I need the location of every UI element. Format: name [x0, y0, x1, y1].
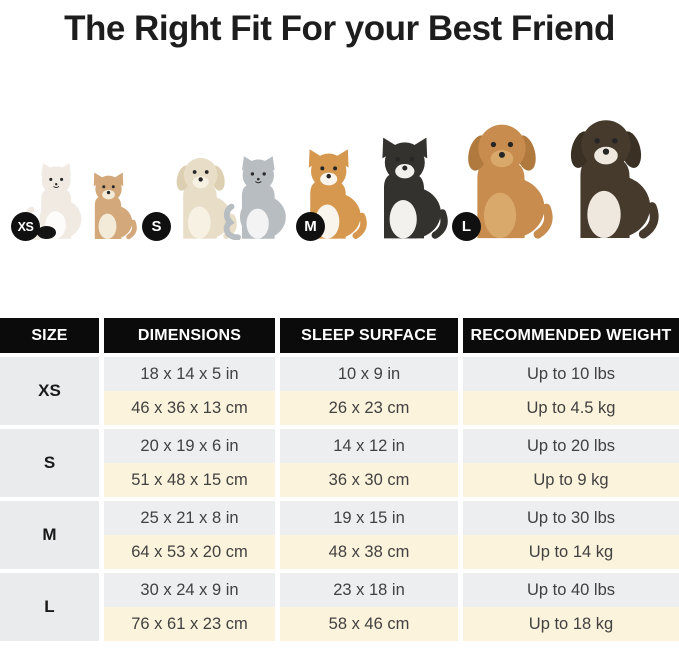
size-cell-xs: XS — [0, 357, 99, 425]
m-sleep-in: 19 x 15 in — [280, 501, 458, 535]
pets-illustration: XS S M L — [0, 50, 679, 242]
xs-dimensions-cm: 46 x 36 x 13 cm — [104, 391, 275, 425]
s-sleep-in: 14 x 12 in — [280, 429, 458, 463]
header-recommended-weight: RECOMMENDED WEIGHT — [463, 318, 679, 353]
l-sleep-in: 23 x 18 in — [280, 573, 458, 607]
chihuahua-icon — [93, 172, 135, 239]
table-group-xs: XS 18 x 14 x 5 in 10 x 9 in Up to 10 lbs… — [0, 357, 679, 425]
pet-bed-size-chart-page: { "chart_data": { "type": "table", "titl… — [0, 8, 679, 653]
s-dimensions-cm: 51 x 48 x 15 cm — [104, 463, 275, 497]
size-badge-xs: XS — [11, 212, 40, 241]
l-dimensions-in: 30 x 24 x 9 in — [104, 573, 275, 607]
table-group-l: L 30 x 24 x 9 in 23 x 18 in Up to 40 lbs… — [0, 573, 679, 641]
header-size: SIZE — [0, 318, 99, 353]
l-dimensions-cm: 76 x 61 x 23 cm — [104, 607, 275, 641]
xs-cat-tail — [37, 226, 56, 239]
s-dimensions-in: 20 x 19 x 6 in — [104, 429, 275, 463]
border-collie-icon — [382, 137, 445, 239]
m-sleep-cm: 48 x 38 cm — [280, 535, 458, 569]
gray-cat-icon — [226, 155, 287, 240]
s-sleep-cm: 36 x 30 cm — [280, 463, 458, 497]
xs-dimensions-in: 18 x 14 x 5 in — [104, 357, 275, 391]
header-sleep-surface: SLEEP SURFACE — [280, 318, 458, 353]
table-group-m: M 25 x 21 x 8 in 19 x 15 in Up to 30 lbs… — [0, 501, 679, 569]
page-title: The Right Fit For your Best Friend — [64, 9, 615, 48]
table-header-row: SIZE DIMENSIONS SLEEP SURFACE RECOMMENDE… — [0, 318, 679, 353]
header-dimensions: DIMENSIONS — [104, 318, 275, 353]
s-weight-lbs: Up to 20 lbs — [463, 429, 679, 463]
m-dimensions-in: 25 x 21 x 8 in — [104, 501, 275, 535]
l-weight-kg: Up to 18 kg — [463, 607, 679, 641]
size-cell-l: L — [0, 573, 99, 641]
s-weight-kg: Up to 9 kg — [463, 463, 679, 497]
rough-collie-icon — [567, 120, 655, 239]
size-badge-l: L — [452, 212, 481, 241]
size-table: SIZE DIMENSIONS SLEEP SURFACE RECOMMENDE… — [0, 318, 679, 641]
table-group-s: S 20 x 19 x 6 in 14 x 12 in Up to 20 lbs… — [0, 429, 679, 497]
xs-sleep-cm: 26 x 23 cm — [280, 391, 458, 425]
xs-weight-kg: Up to 4.5 kg — [463, 391, 679, 425]
l-sleep-cm: 58 x 46 cm — [280, 607, 458, 641]
xs-sleep-in: 10 x 9 in — [280, 357, 458, 391]
size-cell-s: S — [0, 429, 99, 497]
m-weight-lbs: Up to 30 lbs — [463, 501, 679, 535]
xs-weight-lbs: Up to 10 lbs — [463, 357, 679, 391]
m-weight-kg: Up to 14 kg — [463, 535, 679, 569]
size-badge-m: M — [296, 212, 325, 241]
l-weight-lbs: Up to 40 lbs — [463, 573, 679, 607]
m-dimensions-cm: 64 x 53 x 20 cm — [104, 535, 275, 569]
size-badge-s: S — [142, 212, 171, 241]
size-cell-m: M — [0, 501, 99, 569]
